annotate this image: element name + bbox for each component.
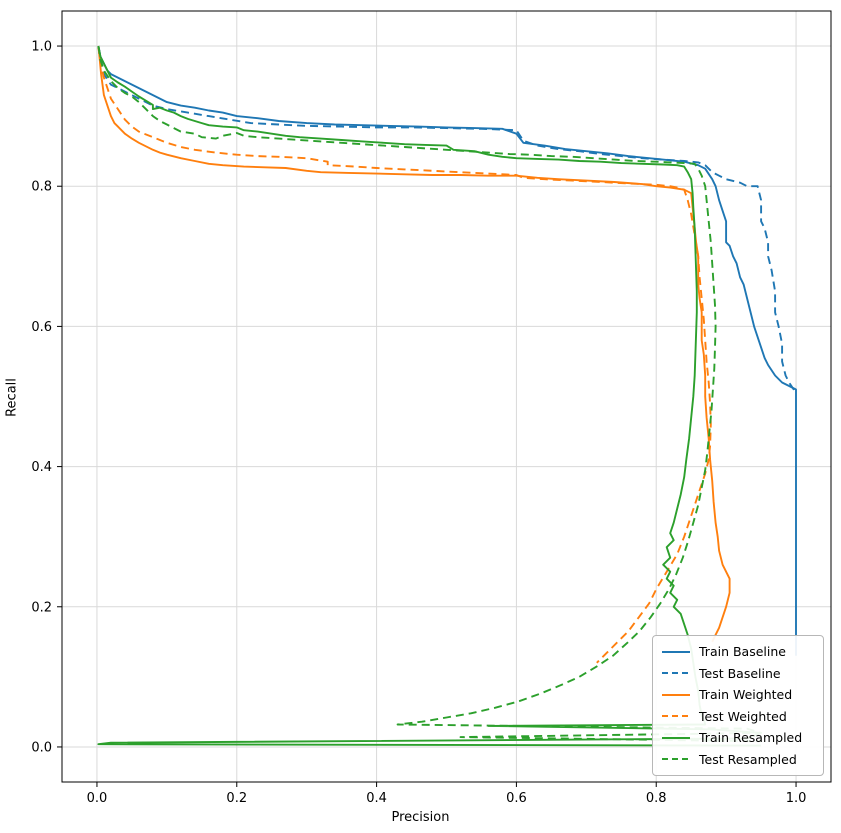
legend-label: Train Baseline [699, 644, 786, 660]
legend-label: Train Weighted [699, 687, 793, 703]
legend-label: Test Baseline [699, 665, 781, 681]
x-tick-label: 0.2 [226, 791, 247, 806]
legend-item-test-weighted: Test Weighted [661, 706, 815, 728]
legend: Train Baseline Test Baseline Train Weighte… [652, 635, 824, 776]
y-tick-label: 0.2 [31, 600, 52, 615]
x-tick-label: 0.0 [87, 791, 108, 806]
series-test-baseline [97, 45, 797, 394]
legend-line-sample [662, 715, 690, 718]
y-tick-label: 0.0 [31, 740, 52, 755]
legend-line-sample [662, 650, 690, 653]
axes-spines [61, 10, 832, 783]
legend-item-test-resampled: Test Resampled [661, 749, 815, 771]
legend-item-train-resampled: Train Resampled [661, 727, 815, 749]
series-train-resampled [97, 45, 763, 747]
legend-label: Train Resampled [699, 730, 803, 746]
y-tick-label: 1.0 [31, 40, 52, 55]
x-tick-label: 0.6 [506, 791, 527, 806]
legend-line-sample [662, 758, 690, 761]
legend-line-sample [662, 736, 690, 739]
x-tick-label: 0.4 [366, 791, 387, 806]
legend-item-train-baseline: Train Baseline [661, 641, 815, 663]
x-axis-label: Precision [391, 810, 450, 825]
legend-label: Test Weighted [699, 708, 787, 724]
x-tick-label: 0.8 [646, 791, 667, 806]
legend-item-train-weighted: Train Weighted [661, 684, 815, 706]
y-tick-label: 0.8 [31, 180, 52, 195]
x-tick-label: 1.0 [786, 791, 807, 806]
legend-line-sample [662, 693, 690, 696]
series-train-weighted [97, 45, 731, 643]
series-test-weighted [97, 45, 712, 664]
legend-item-test-baseline: Test Baseline [661, 663, 815, 685]
y-tick-label: 0.6 [31, 320, 52, 335]
legend-label: Test Resampled [699, 751, 797, 767]
y-tick-label: 0.4 [31, 460, 52, 475]
legend-line-sample [662, 672, 690, 675]
y-axis-label: Recall [4, 378, 20, 417]
series-test-resampled [97, 45, 763, 743]
